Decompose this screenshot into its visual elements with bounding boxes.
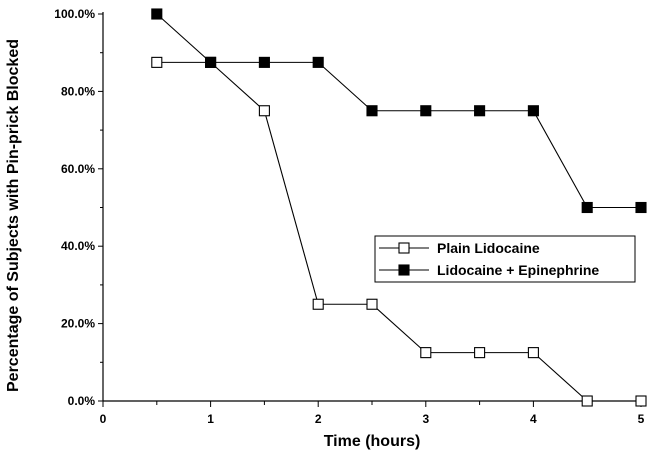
open-square-marker xyxy=(312,298,324,310)
y-tick-label: 80.0% xyxy=(61,84,95,98)
filled-square-marker xyxy=(205,56,217,68)
x-tick-label: 1 xyxy=(207,412,214,426)
open-square-marker xyxy=(151,56,163,68)
x-tick-label: 5 xyxy=(638,412,645,426)
series-line xyxy=(156,61,641,402)
y-tick-label: 60.0% xyxy=(61,162,95,176)
filled-square-marker xyxy=(527,105,539,117)
open-square-marker xyxy=(581,395,593,407)
x-tick-label: 3 xyxy=(422,412,429,426)
series-plain-lidocaine xyxy=(151,56,647,407)
y-tick-label: 20.0% xyxy=(61,317,95,331)
y-tick-label: 100.0% xyxy=(54,7,95,21)
filled-square-marker xyxy=(420,105,432,117)
open-square-marker xyxy=(527,347,539,359)
x-axis-title: Time (hours) xyxy=(324,433,421,450)
legend-filled-square-marker xyxy=(398,264,410,276)
legend-label: Lidocaine + Epinephrine xyxy=(437,262,599,278)
legend: Plain Lidocaine Lidocaine + Epinephrine xyxy=(374,235,636,283)
filled-square-marker xyxy=(635,201,647,214)
filled-square-marker xyxy=(474,105,486,117)
filled-square-marker xyxy=(366,105,378,117)
legend-label: Plain Lidocaine xyxy=(437,240,540,256)
filled-square-marker xyxy=(312,56,324,68)
filled-square-marker xyxy=(581,201,593,214)
open-square-marker xyxy=(420,347,432,359)
x-tick-label: 4 xyxy=(530,412,537,426)
x-axis-ticks: 0 1 2 3 4 5 xyxy=(100,401,645,426)
filled-square-marker xyxy=(151,8,163,20)
series-layer xyxy=(151,8,647,407)
legend-open-square-marker xyxy=(398,242,410,254)
axes: 0.0% 20.0% 40.0% 60.0% 80.0% 100.0% 0 1 2 3 4 5 xyxy=(54,7,644,426)
filled-square-marker xyxy=(258,56,270,68)
open-square-marker xyxy=(474,347,486,359)
x-tick-label: 0 xyxy=(100,412,107,426)
open-square-marker xyxy=(258,105,270,117)
open-square-marker xyxy=(366,298,378,310)
y-tick-label: 40.0% xyxy=(61,239,95,253)
open-square-marker xyxy=(635,395,647,407)
series-lidocaine-epinephrine xyxy=(151,8,647,214)
legend-box xyxy=(374,235,636,283)
x-tick-label: 2 xyxy=(315,412,322,426)
y-axis-title: Percentage of Subjects with Pin-prick Bl… xyxy=(5,39,22,392)
y-tick-label: 0.0% xyxy=(68,394,96,408)
series-line xyxy=(156,13,641,209)
y-axis-ticks: 0.0% 20.0% 40.0% 60.0% 80.0% 100.0% xyxy=(54,7,103,408)
